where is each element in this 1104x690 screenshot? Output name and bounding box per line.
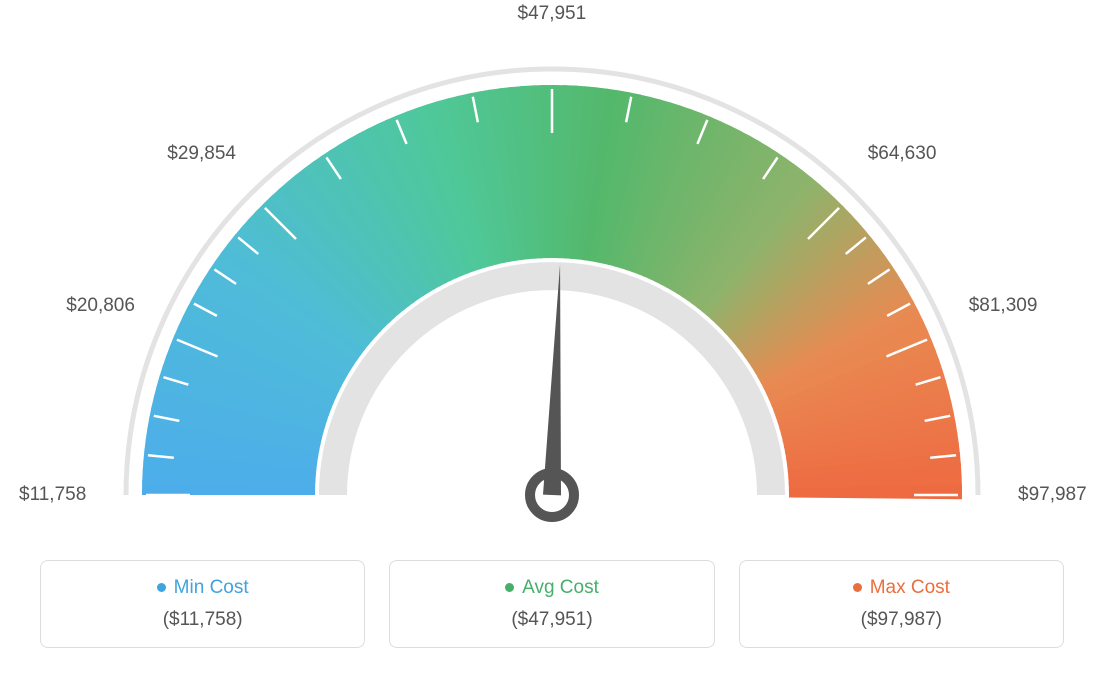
gauge-needle [543,264,561,495]
legend-dot-icon [853,583,862,592]
gauge-svg [20,20,1084,540]
chart-container: $11,758 $20,806 $29,854 $47,951 $64,630 $81,3… [0,0,1104,690]
legend-card: Min Cost ($11,758) [40,560,365,648]
legend-card-title: Min Cost [51,577,354,599]
legend-card: Avg Cost ($47,951) [389,560,714,648]
legend-dot-icon [157,583,166,592]
legend-label-text: Min Cost [174,577,249,598]
legend-value-text: ($97,987) [750,609,1053,631]
legend-label-text: Avg Cost [522,577,599,598]
legend-value-text: ($11,758) [51,609,354,631]
gauge-area: $11,758$20,806$29,854$47,951$64,630$81,3… [20,20,1084,540]
gauge-scale-label: $81,309 [969,295,1038,317]
legend-card-title: Max Cost [750,577,1053,599]
legend-card: Max Cost ($97,987) [739,560,1064,648]
legend-row: Min Cost ($11,758) Avg Cost ($47,951) Max Co… [20,560,1084,648]
gauge-scale-label: $47,951 [518,3,587,25]
gauge-scale-label: $20,806 [66,295,135,317]
legend-dot-icon [505,583,514,592]
gauge-scale-label: $64,630 [868,143,937,165]
gauge-scale-label: $97,987 [1018,484,1087,506]
gauge-scale-label: $29,854 [167,143,236,165]
legend-value-text: ($47,951) [400,609,703,631]
gauge-scale-label: $11,758 [19,484,86,506]
legend-card-title: Avg Cost [400,577,703,599]
legend-label-text: Max Cost [870,577,950,598]
